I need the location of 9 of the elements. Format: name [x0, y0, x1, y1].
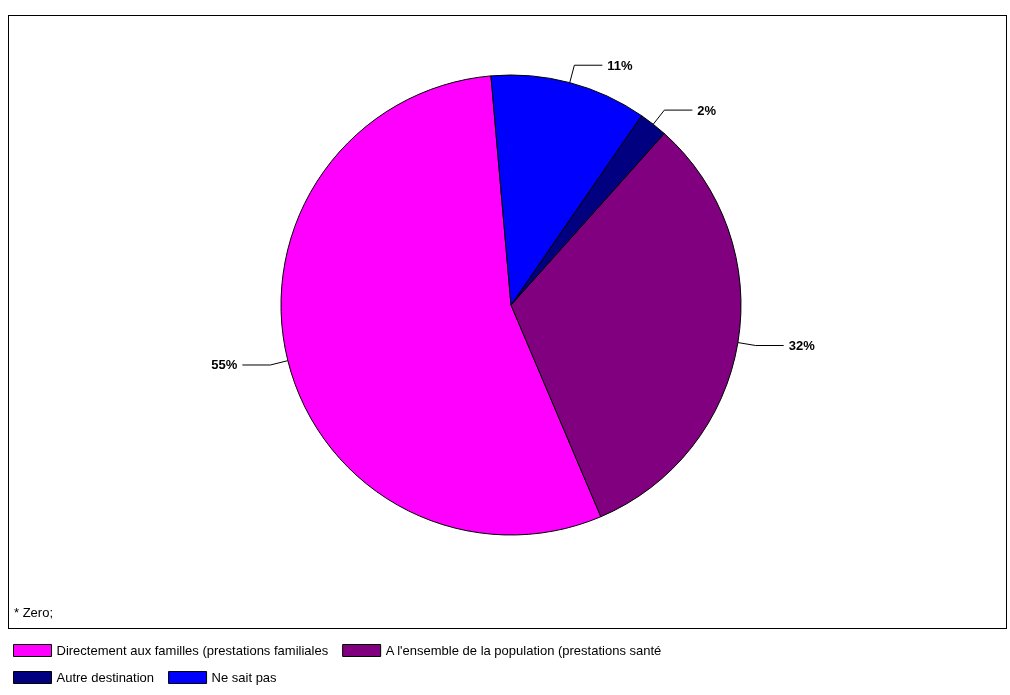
data-label: 2%: [697, 102, 717, 118]
text: * Zero;: [14, 605, 54, 620]
legend-label: Ne sait pas: [211, 670, 278, 685]
data-label: 11%: [607, 57, 634, 73]
legend-label: Directement aux familles (prestations familiales: [56, 643, 329, 658]
legend-label: A l'ensemble de la population (prestations santé: [385, 643, 662, 658]
data-label: 55%: [211, 357, 238, 373]
legend-label: Autre destination: [56, 670, 155, 685]
data-label: 32%: [788, 338, 816, 353]
